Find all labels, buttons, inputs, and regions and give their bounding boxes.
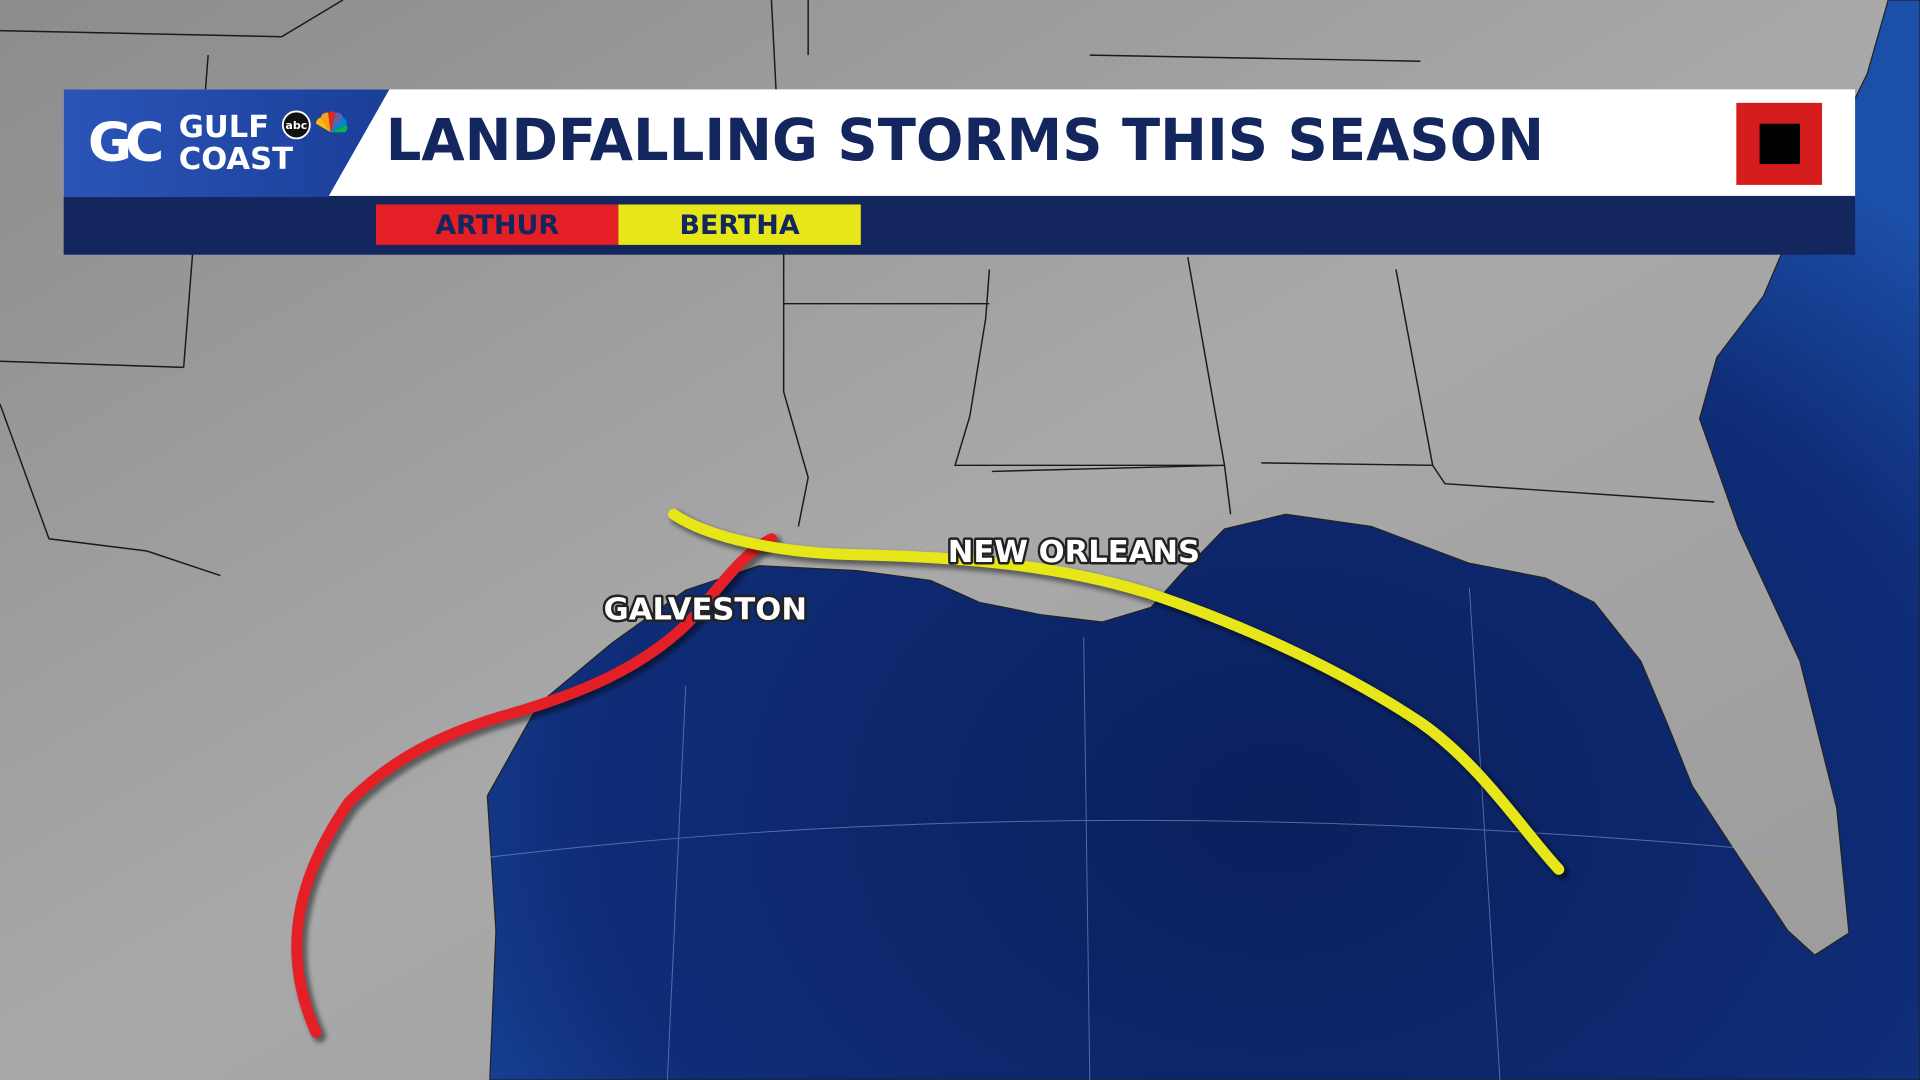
logo-initials: GC xyxy=(88,110,162,173)
track-arthur xyxy=(291,533,777,1038)
storm-tracks xyxy=(291,508,1570,1043)
legend-label: ARTHUR xyxy=(435,210,559,241)
peacock-feather xyxy=(330,117,347,133)
graticule-line xyxy=(489,587,1837,1080)
legend-swatch xyxy=(375,204,619,245)
peacock-feather xyxy=(330,112,343,133)
peacock-feather xyxy=(328,111,336,133)
logo-line: COAST xyxy=(179,142,293,177)
peacock-feather xyxy=(330,124,348,133)
peacock-feather xyxy=(320,112,331,133)
legend: ARTHUR BERTHA xyxy=(375,204,861,245)
legend-swatch xyxy=(618,204,861,245)
ocean xyxy=(486,0,1920,1080)
network-badge xyxy=(281,110,311,140)
logo-line: GULF xyxy=(179,110,269,145)
peacock-icon xyxy=(315,111,348,133)
graticule xyxy=(489,587,1837,1080)
city-label: NEW ORLEANS xyxy=(948,535,1200,570)
city-label: GALVESTON xyxy=(604,593,807,628)
network-text: abc xyxy=(285,119,307,132)
legend-label: BERTHA xyxy=(680,210,800,241)
logo-panel xyxy=(63,89,390,198)
header: GC GULF COAST abc LANDFALLING STORMS THI… xyxy=(63,89,1856,255)
track-bertha xyxy=(667,508,1565,875)
peacock-feather xyxy=(315,117,331,133)
legend-bar xyxy=(63,195,1856,255)
station-icon-inner xyxy=(1759,123,1800,165)
title: LANDFALLING STORMS THIS SEASON xyxy=(386,107,1544,174)
